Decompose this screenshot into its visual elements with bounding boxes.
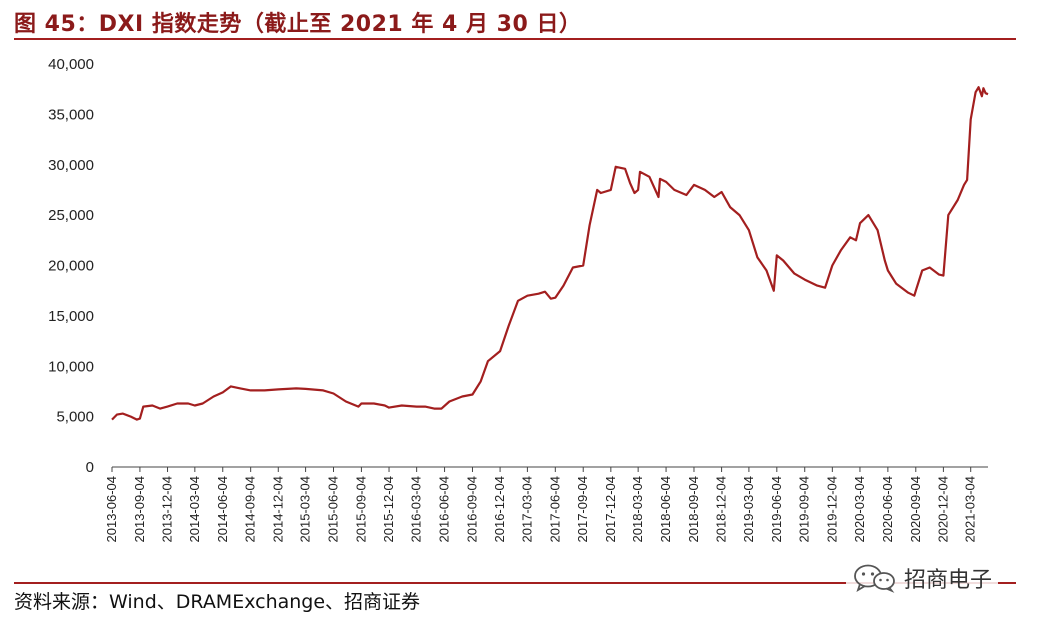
x-tick-label: 2019-06-04 <box>769 476 784 543</box>
x-tick-label: 2015-06-04 <box>326 476 341 543</box>
x-tick-label: 2018-12-04 <box>714 476 729 543</box>
x-tick-label: 2014-03-04 <box>187 476 202 543</box>
x-tick-label: 2015-12-04 <box>381 476 396 543</box>
x-tick-label: 2016-03-04 <box>409 476 424 543</box>
y-tick-label: 0 <box>86 459 94 476</box>
watermark-text: 招商电子 <box>904 568 993 593</box>
wechat-icon <box>854 564 895 593</box>
x-tick-label: 2016-12-04 <box>492 476 507 543</box>
x-tick-label: 2015-03-04 <box>298 476 313 543</box>
x-tick-label: 2020-03-04 <box>852 476 867 543</box>
x-tick-label: 2018-03-04 <box>630 476 645 543</box>
x-tick-label: 2015-09-04 <box>353 476 368 543</box>
y-tick-label: 20,000 <box>48 258 94 275</box>
y-tick-label: 35,000 <box>48 106 94 123</box>
x-tick-label: 2017-12-04 <box>603 476 618 543</box>
footer-divider <box>14 582 1016 584</box>
y-tick-label: 10,000 <box>48 358 94 375</box>
x-tick-label: 2016-06-04 <box>437 476 452 543</box>
x-tick-label: 2019-03-04 <box>741 476 756 543</box>
x-tick-label: 2014-06-04 <box>215 476 230 543</box>
x-tick-label: 2013-06-04 <box>104 476 119 543</box>
y-axis: 0 5,000 10,000 15,000 20,000 25,000 30,000 35,0… <box>48 56 94 476</box>
title-divider <box>14 38 1016 40</box>
source-note: 资料来源：Wind、DRAMExchange、招商证券 <box>14 591 421 613</box>
dxi-series-line <box>111 86 989 421</box>
x-tick-label: 2017-09-04 <box>575 476 590 543</box>
x-tick-label: 2019-09-04 <box>797 476 812 543</box>
x-tick-label: 2020-12-04 <box>935 476 950 543</box>
x-tick-label: 2018-09-04 <box>686 476 701 543</box>
x-tick-label: 2013-09-04 <box>132 476 147 543</box>
x-tick-label: 2014-12-04 <box>270 476 285 543</box>
y-tick-label: 15,000 <box>48 308 94 325</box>
x-tick-label: 2018-06-04 <box>658 476 673 543</box>
y-tick-label: 30,000 <box>48 157 94 174</box>
x-tick-label: 2020-09-04 <box>908 476 923 543</box>
x-tick-label: 2016-09-04 <box>464 476 479 543</box>
y-tick-label: 5,000 <box>56 409 94 426</box>
x-tick-label: 2020-06-04 <box>880 476 895 543</box>
x-tick-label: 2017-03-04 <box>519 476 534 543</box>
watermark: 招商电子 <box>846 560 999 596</box>
x-axis: 2013-06-04 2013-09-04 2013-12-04 2014-03-04… <box>104 467 978 543</box>
x-tick-label: 2017-06-04 <box>547 476 562 543</box>
x-tick-label: 2019-12-04 <box>824 476 839 543</box>
x-tick-label: 2013-12-04 <box>160 476 175 543</box>
x-tick-label: 2021-03-04 <box>963 476 978 543</box>
y-tick-label: 25,000 <box>48 207 94 224</box>
x-tick-label: 2014-09-04 <box>243 476 258 543</box>
y-tick-label: 40,000 <box>48 56 94 73</box>
figure-title: 图 45：DXI 指数走势（截止至 2021 年 4 月 30 日） <box>14 12 582 37</box>
